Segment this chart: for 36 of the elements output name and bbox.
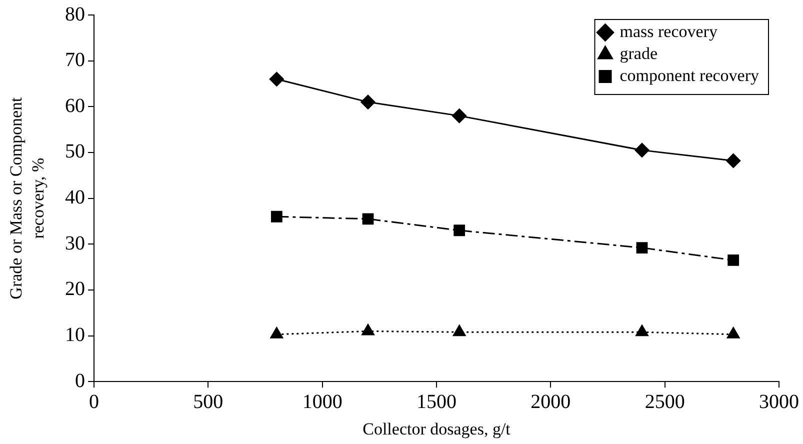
point: [452, 324, 466, 336]
y-tick-label: 0: [75, 370, 85, 392]
y-tick-label: 50: [65, 140, 85, 163]
x-tick-label: 1000: [302, 390, 342, 413]
point: [269, 72, 284, 86]
y-tick-label: 80: [65, 3, 85, 26]
x-tick-label: 0: [89, 390, 99, 413]
point: [454, 224, 466, 236]
point: [634, 142, 650, 158]
point: [636, 242, 648, 254]
y-tick-label: 70: [65, 49, 85, 72]
y-tick-label: 60: [65, 94, 85, 117]
y-tick-label: 20: [65, 278, 85, 300]
x-tick-label: 2500: [644, 390, 685, 413]
point: [452, 108, 467, 124]
x-tick-label: 2000: [530, 390, 571, 413]
x-tick-label: 1500: [416, 390, 456, 413]
y-tick-label: 40: [65, 186, 85, 209]
point: [270, 210, 282, 222]
point: [636, 324, 648, 336]
y-tick-label: 30: [65, 232, 85, 254]
y-axis-title: Grade or Mass or Component recovery, %: [6, 96, 48, 300]
legend-label: component recovery: [620, 66, 760, 85]
point: [360, 94, 376, 110]
y-tick-label: 10: [65, 324, 85, 346]
point: [362, 324, 374, 336]
x-axis-title: Collector dosages, g/t: [362, 419, 511, 438]
x-tick-label: 3000: [759, 390, 799, 413]
legend-label: mass recovery: [620, 22, 718, 41]
point: [362, 213, 374, 225]
legend-label: grade: [620, 44, 658, 63]
point: [726, 327, 740, 338]
point: [728, 254, 740, 266]
point: [270, 327, 284, 338]
x-tick-label: 500: [193, 390, 224, 413]
point: [726, 153, 741, 168]
